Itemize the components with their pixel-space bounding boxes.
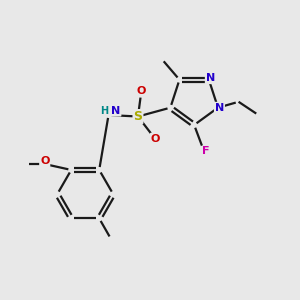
Text: S: S [134, 110, 142, 123]
Text: N: N [215, 103, 224, 113]
Text: N: N [111, 106, 121, 116]
Text: O: O [151, 134, 160, 144]
Text: O: O [136, 86, 146, 97]
Text: N: N [206, 73, 215, 83]
Text: O: O [40, 156, 50, 166]
Text: H: H [100, 106, 108, 116]
Text: F: F [202, 146, 210, 157]
